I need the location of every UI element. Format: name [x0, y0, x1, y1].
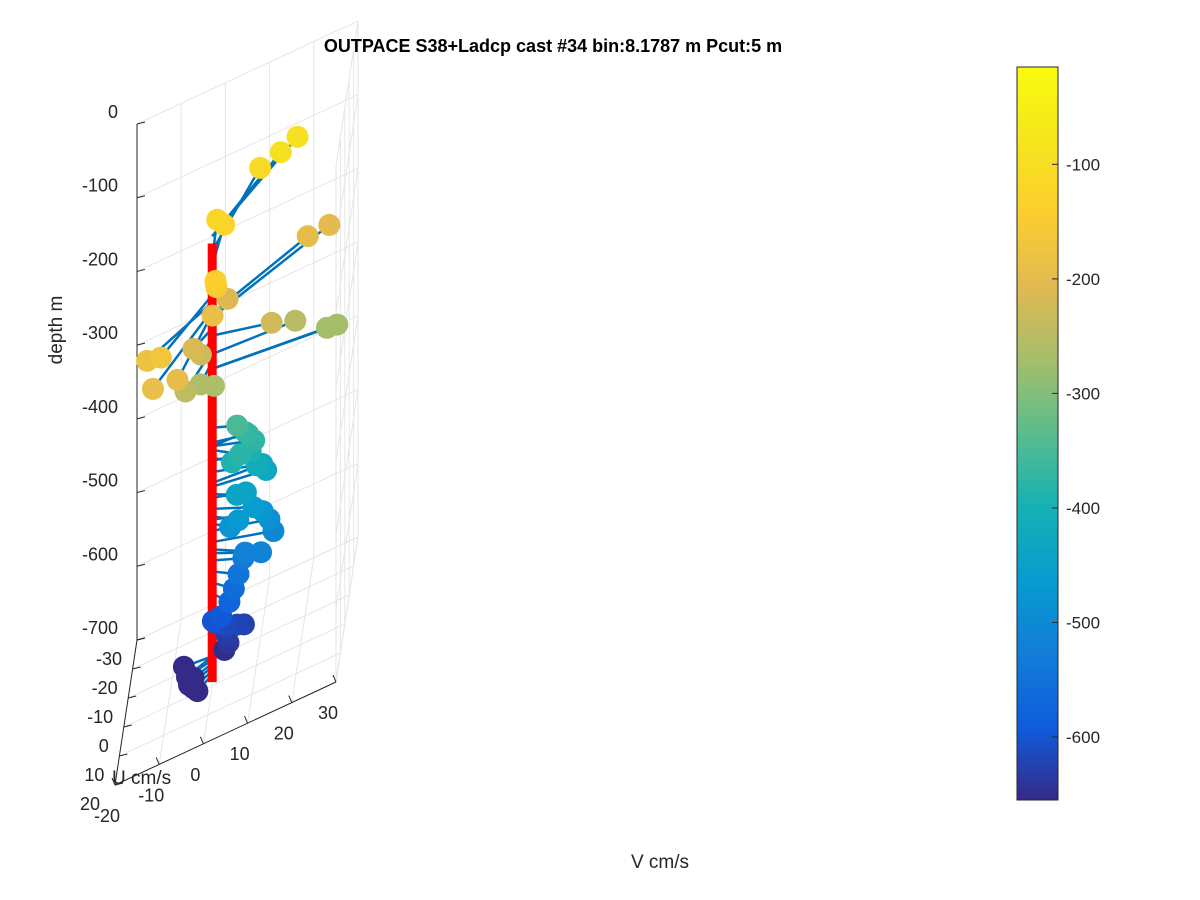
data-point [166, 368, 189, 391]
data-point [260, 311, 283, 334]
gridline [291, 557, 315, 703]
x-tick-mark [155, 757, 160, 765]
colorbar-tick-label: -500 [1066, 613, 1100, 632]
data-point [326, 313, 349, 336]
data-point [201, 304, 224, 327]
gridline [335, 20, 359, 167]
colorbar [1016, 66, 1059, 801]
data-point [269, 141, 292, 164]
y-tick-label: 0 [99, 736, 109, 756]
x-tick-label: 20 [274, 724, 294, 744]
gridline [119, 652, 341, 757]
data-point [284, 309, 307, 332]
y-tick-label: -30 [96, 649, 122, 669]
z-tick-label: -400 [82, 397, 118, 417]
colorbar-tick-label: -100 [1066, 155, 1100, 174]
gridline [136, 241, 359, 346]
y-axis-line [114, 639, 138, 786]
data-point [250, 541, 273, 564]
colorbar-tick-label: -400 [1066, 499, 1100, 518]
x-tick-mark [199, 736, 204, 744]
data-point [296, 225, 319, 248]
z-tick-mark [136, 416, 146, 420]
x-tick-label: -20 [94, 806, 120, 826]
data-point [229, 443, 252, 466]
gridline [123, 623, 346, 728]
y-tick-mark [123, 724, 132, 728]
z-tick-mark [136, 268, 146, 272]
velocity-vector [211, 323, 338, 371]
data-point [227, 509, 250, 532]
x-axis-line [114, 681, 337, 786]
z-tick-label: -600 [82, 544, 118, 564]
x-tick-label: 0 [190, 765, 200, 785]
y-tick-label: 20 [80, 794, 100, 814]
chart-title: OUTPACE S38+Ladcp cast #34 bin:8.1787 m … [324, 36, 782, 56]
gridline [335, 94, 359, 240]
z-tick-label: 0 [108, 102, 118, 122]
gridline [247, 578, 271, 724]
z-tick-mark [136, 490, 146, 494]
colorbar-ticks: -100 -200 -300 -400 -500 -600 [1052, 155, 1100, 747]
data-point [286, 125, 309, 148]
data-point [206, 208, 229, 231]
y-tick-label: 10 [84, 765, 104, 785]
z-tick-mark [136, 563, 146, 567]
data-point [318, 213, 341, 236]
gridline [335, 463, 359, 609]
colorbar-tick-label: -200 [1066, 270, 1100, 289]
y-axis-label: U cm/s [112, 768, 171, 789]
gridline [335, 315, 359, 461]
x-tick-mark [332, 674, 337, 683]
gridline [136, 94, 359, 199]
y-tick-mark [114, 782, 124, 786]
z-tick-label: -300 [82, 323, 118, 343]
data-point [226, 414, 249, 437]
data-layer [136, 125, 349, 703]
x-tick-mark [111, 777, 116, 786]
axes-box [111, 121, 337, 786]
y-tick-label: -10 [87, 707, 113, 727]
gridline [158, 619, 182, 765]
gridline [136, 167, 359, 272]
data-point [249, 156, 272, 179]
x-tick-label: 30 [318, 703, 338, 723]
y-tick-label: -20 [92, 678, 118, 698]
colorbar-tick-label: -600 [1066, 728, 1100, 747]
x-tick-mark [244, 716, 249, 724]
z-tick-label: -200 [82, 249, 118, 269]
z-tick-mark [136, 195, 146, 199]
gridline [335, 536, 359, 683]
gridline [335, 389, 359, 535]
data-point [149, 346, 172, 369]
y-tick-mark [128, 695, 137, 699]
gridline [136, 536, 359, 641]
x-tick-label: 10 [230, 744, 250, 764]
y-tick-mark [119, 753, 128, 757]
data-point [182, 337, 205, 360]
z-tick-label: -700 [82, 618, 118, 638]
x-tick-label: -10 [138, 785, 164, 805]
y-tick-mark [132, 666, 141, 670]
tick-labels: -20-100102030-30-20-10010200-100-200-300… [80, 102, 338, 826]
axes-grid [114, 20, 359, 786]
data-point [204, 269, 227, 292]
gridline [136, 20, 359, 125]
z-tick-mark [136, 121, 146, 125]
data-point [141, 377, 164, 400]
colorbar-tick-label: -300 [1066, 384, 1100, 403]
z-tick-mark [136, 637, 146, 641]
data-point [225, 483, 248, 506]
data-point [234, 541, 257, 564]
z-tick-label: -100 [82, 176, 118, 196]
z-tick-label: -500 [82, 471, 118, 491]
z-tick-mark [136, 342, 146, 346]
x-axis-label: V cm/s [631, 852, 689, 873]
x-tick-mark [288, 695, 293, 703]
gridline [335, 168, 359, 314]
gridline [335, 242, 359, 388]
data-point [177, 664, 200, 687]
z-axis-label: depth m [46, 296, 67, 365]
